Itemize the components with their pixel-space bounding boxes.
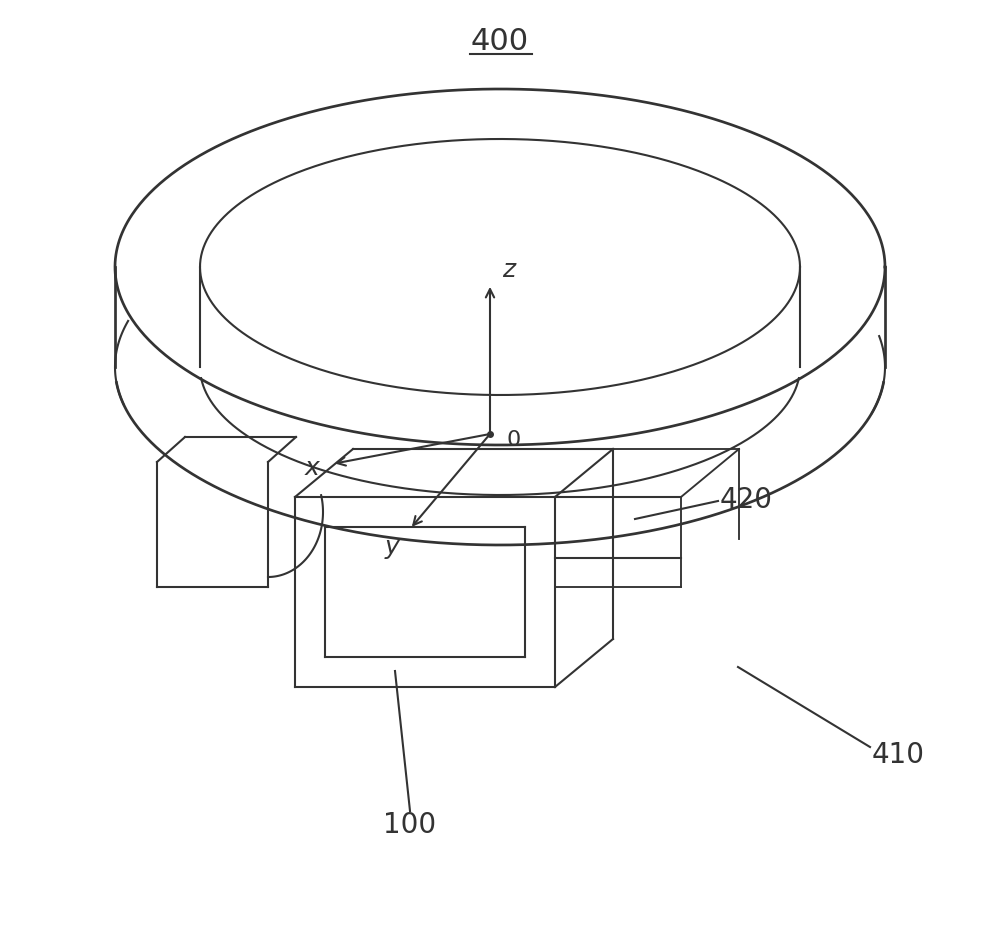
Text: 410: 410 — [872, 740, 925, 768]
Text: 400: 400 — [471, 28, 529, 57]
Text: 0: 0 — [506, 429, 520, 450]
Text: x: x — [305, 455, 319, 479]
Text: y: y — [385, 535, 399, 558]
Text: 420: 420 — [720, 486, 773, 514]
Text: 100: 100 — [383, 810, 437, 838]
Text: z: z — [502, 258, 515, 282]
